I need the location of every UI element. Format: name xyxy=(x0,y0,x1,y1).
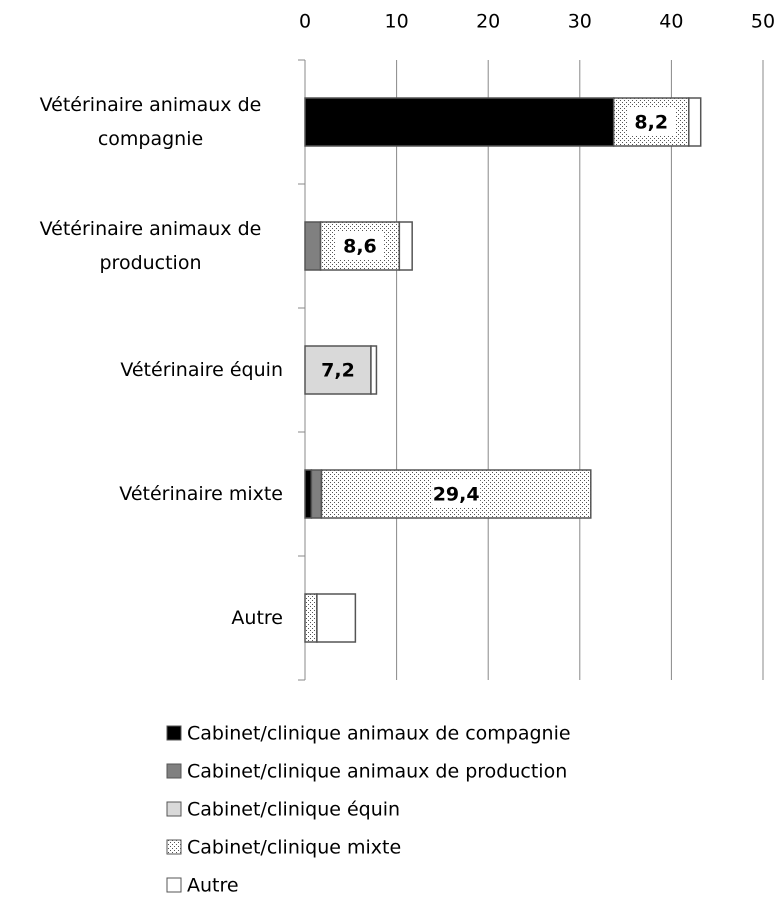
category-text: Vétérinaire mixte xyxy=(119,483,283,505)
legend-label: Cabinet/clinique animaux de production xyxy=(187,761,567,783)
legend-swatch xyxy=(166,763,182,779)
x-tick-label: 40 xyxy=(659,11,683,33)
label-bg xyxy=(432,480,481,508)
bar-segment xyxy=(304,221,322,271)
y-tick-label: Vétérinaire équin xyxy=(13,330,283,410)
x-tick-label: 20 xyxy=(476,11,500,33)
category-text: Autre xyxy=(231,607,283,629)
data-label: 33,7 xyxy=(436,112,483,134)
y-tick-label: Vétérinaire animaux de compagnie xyxy=(13,82,283,162)
legend-label: Autre xyxy=(187,875,239,897)
data-label: 8,2 xyxy=(634,112,668,134)
legend-label: Cabinet/clinique équin xyxy=(187,799,400,821)
legend-label: Cabinet/clinique mixte xyxy=(187,837,401,859)
bar-segment xyxy=(310,469,323,519)
label-bg xyxy=(335,232,384,260)
data-label: 8,6 xyxy=(343,236,377,258)
x-tick-label: 50 xyxy=(751,11,775,33)
bar-segment xyxy=(304,593,318,643)
bar-segment xyxy=(304,469,313,519)
bar-segment xyxy=(304,97,615,147)
category-text: Vétérinaire équin xyxy=(120,359,283,381)
y-tick-label: Vétérinaire mixte xyxy=(13,454,283,534)
category-text: Vétérinaire animaux de compagnie xyxy=(39,94,262,150)
label-bg xyxy=(627,108,676,136)
legend-swatch xyxy=(166,877,182,893)
category-text: Vétérinaire animaux de production xyxy=(39,218,262,274)
bar-segment xyxy=(688,97,702,147)
bar-segment xyxy=(398,221,413,271)
legend-label: Cabinet/clinique animaux de compagnie xyxy=(187,723,571,745)
y-tick-label: Autre xyxy=(13,578,283,658)
bar-segment xyxy=(370,345,378,395)
x-tick-label: 30 xyxy=(568,11,592,33)
x-tick-label: 10 xyxy=(385,11,409,33)
legend-swatch xyxy=(166,801,182,817)
bar-segment xyxy=(316,593,357,643)
bar-segment xyxy=(304,345,372,395)
data-label: 29,4 xyxy=(433,484,480,506)
y-tick-label: Vétérinaire animaux de production xyxy=(13,206,283,286)
x-tick-label: 0 xyxy=(299,11,311,33)
legend-swatch xyxy=(166,839,182,855)
legend-swatch xyxy=(166,725,182,741)
data-label: 7,2 xyxy=(321,360,355,382)
